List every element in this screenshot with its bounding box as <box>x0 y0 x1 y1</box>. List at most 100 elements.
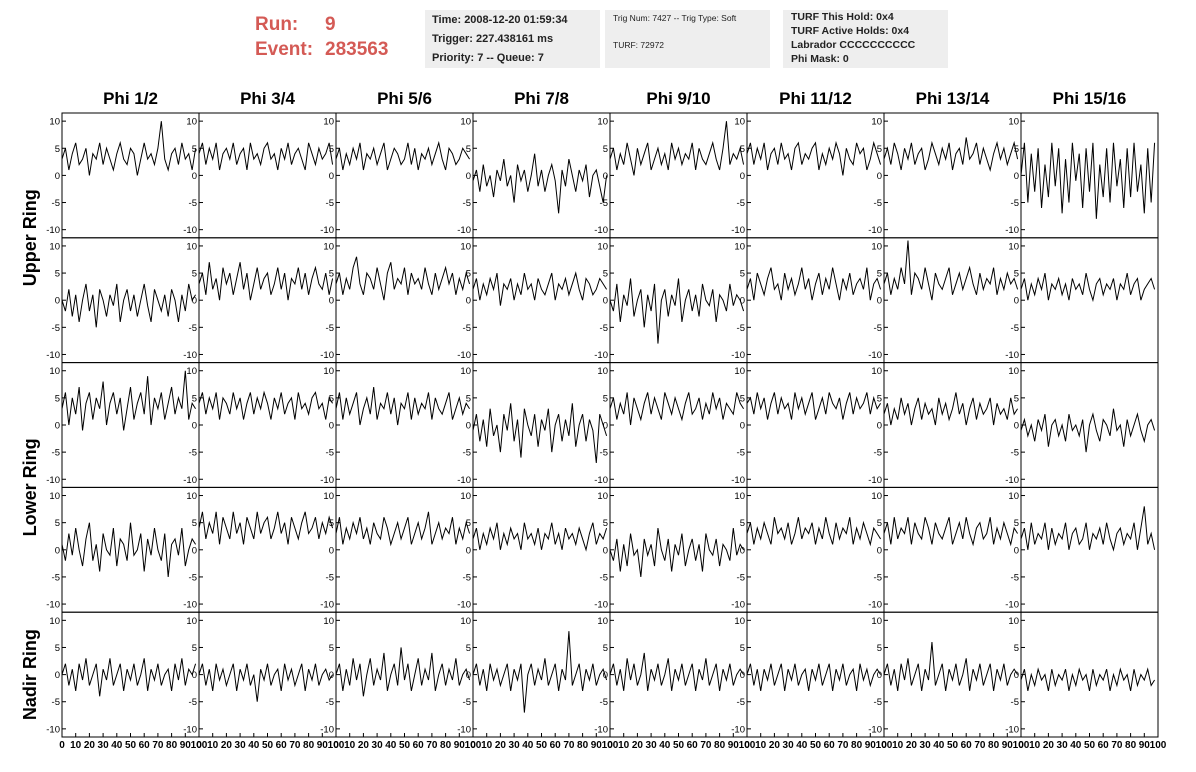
y-tick-label: 10 <box>49 366 60 377</box>
y-tick-label: 10 <box>49 241 60 252</box>
info-line: Time: 2008-12-20 01:59:34 <box>432 14 568 26</box>
column-title: Phi 5/6 <box>377 89 432 108</box>
x-tick-label: 10 <box>207 740 219 751</box>
y-tick-label: 0 <box>55 421 60 432</box>
y-tick-label: 5 <box>329 144 334 155</box>
waveform <box>883 517 1019 547</box>
y-tick-label: 10 <box>460 366 471 377</box>
waveform <box>198 511 334 545</box>
y-tick-label: 0 <box>55 670 60 681</box>
y-tick-label: -10 <box>457 600 471 611</box>
x-tick-label: 40 <box>933 740 945 751</box>
x-tick-label: 30 <box>920 740 932 751</box>
y-tick-label: 5 <box>740 269 745 280</box>
y-tick-label: 5 <box>192 144 197 155</box>
x-tick-label: 40 <box>659 740 671 751</box>
y-tick-label: 10 <box>323 117 334 128</box>
y-tick-label: 10 <box>734 616 745 627</box>
y-tick-label: -5 <box>737 697 745 708</box>
y-tick-label: -10 <box>183 724 197 735</box>
y-tick-label: 5 <box>603 393 608 404</box>
y-tick-label: -5 <box>874 572 882 583</box>
y-tick-label: -5 <box>874 323 882 334</box>
row-label: Upper Ring <box>20 189 40 286</box>
x-tick-label: 30 <box>1057 740 1069 751</box>
y-tick-label: 0 <box>603 296 608 307</box>
x-tick-label: 20 <box>495 740 507 751</box>
x-tick-label: 100 <box>465 740 482 751</box>
panel-frame <box>883 237 1022 364</box>
y-tick-label: -10 <box>457 475 471 486</box>
y-tick-label: 10 <box>871 491 882 502</box>
waveform <box>883 392 1019 426</box>
y-tick-label: 10 <box>1008 241 1019 252</box>
y-tick-label: -5 <box>189 198 197 209</box>
x-tick-label: 80 <box>166 740 178 751</box>
y-tick-label: -10 <box>183 600 197 611</box>
waveform <box>472 403 608 464</box>
x-tick-label: 50 <box>536 740 548 751</box>
waveform <box>61 522 196 577</box>
waveform <box>1020 142 1156 219</box>
waveform <box>61 121 197 176</box>
y-tick-label: 5 <box>603 144 608 155</box>
info-line: Phi Mask: 0 <box>791 53 849 65</box>
waveform <box>61 658 197 697</box>
x-tick-label: 50 <box>1084 740 1096 751</box>
panel-frame <box>609 112 748 239</box>
y-tick-label: 10 <box>734 366 745 377</box>
x-tick-label: 70 <box>426 740 438 751</box>
y-tick-label: 0 <box>192 545 197 556</box>
x-tick-label: 80 <box>851 740 863 751</box>
y-tick-label: 5 <box>1014 518 1019 529</box>
x-tick-label: 50 <box>673 740 685 751</box>
y-tick-label: -10 <box>594 350 608 361</box>
panel-frame <box>335 362 474 488</box>
y-tick-label: 5 <box>1014 269 1019 280</box>
y-tick-label: -5 <box>600 572 608 583</box>
y-tick-label: 10 <box>734 491 745 502</box>
x-tick-label: 10 <box>70 740 82 751</box>
y-tick-label: -10 <box>594 724 608 735</box>
panel-frame <box>746 362 885 488</box>
y-tick-label: -10 <box>868 350 882 361</box>
x-tick-label: 10 <box>892 740 904 751</box>
x-tick-label: 20 <box>221 740 233 751</box>
waveform <box>472 271 608 306</box>
waveform <box>335 140 470 171</box>
y-tick-label: 5 <box>329 643 334 654</box>
panel-frame <box>883 611 1022 738</box>
waveform <box>1020 408 1156 453</box>
y-tick-label: 5 <box>466 393 471 404</box>
y-tick-label: -5 <box>189 572 197 583</box>
y-tick-label: 5 <box>55 518 60 529</box>
y-tick-label: -5 <box>1011 323 1019 334</box>
y-tick-label: 10 <box>871 616 882 627</box>
panel-frame <box>61 611 200 738</box>
y-tick-label: 10 <box>597 491 608 502</box>
y-tick-label: 10 <box>323 616 334 627</box>
waveform <box>1020 272 1156 303</box>
y-tick-label: -5 <box>1011 198 1019 209</box>
x-tick-label: 30 <box>783 740 795 751</box>
y-tick-label: -10 <box>457 724 471 735</box>
waveform <box>1020 506 1156 552</box>
y-tick-label: -10 <box>731 600 745 611</box>
y-tick-label: 0 <box>603 545 608 556</box>
y-tick-label: 0 <box>603 171 608 182</box>
y-tick-label: -10 <box>594 225 608 236</box>
y-tick-label: 0 <box>329 545 334 556</box>
y-tick-label: 5 <box>603 518 608 529</box>
y-tick-label: -5 <box>463 572 471 583</box>
x-tick-label: 100 <box>876 740 893 751</box>
y-tick-label: 5 <box>192 269 197 280</box>
run-number: 9 <box>325 14 336 35</box>
x-tick-label: 10 <box>344 740 356 751</box>
y-tick-label: 0 <box>740 171 745 182</box>
x-tick-label: 100 <box>602 740 619 751</box>
info-line: Trigger: 227.438161 ms <box>432 33 554 45</box>
y-tick-label: -10 <box>1005 724 1019 735</box>
x-tick-label: 100 <box>328 740 345 751</box>
x-tick-label: 20 <box>1043 740 1055 751</box>
